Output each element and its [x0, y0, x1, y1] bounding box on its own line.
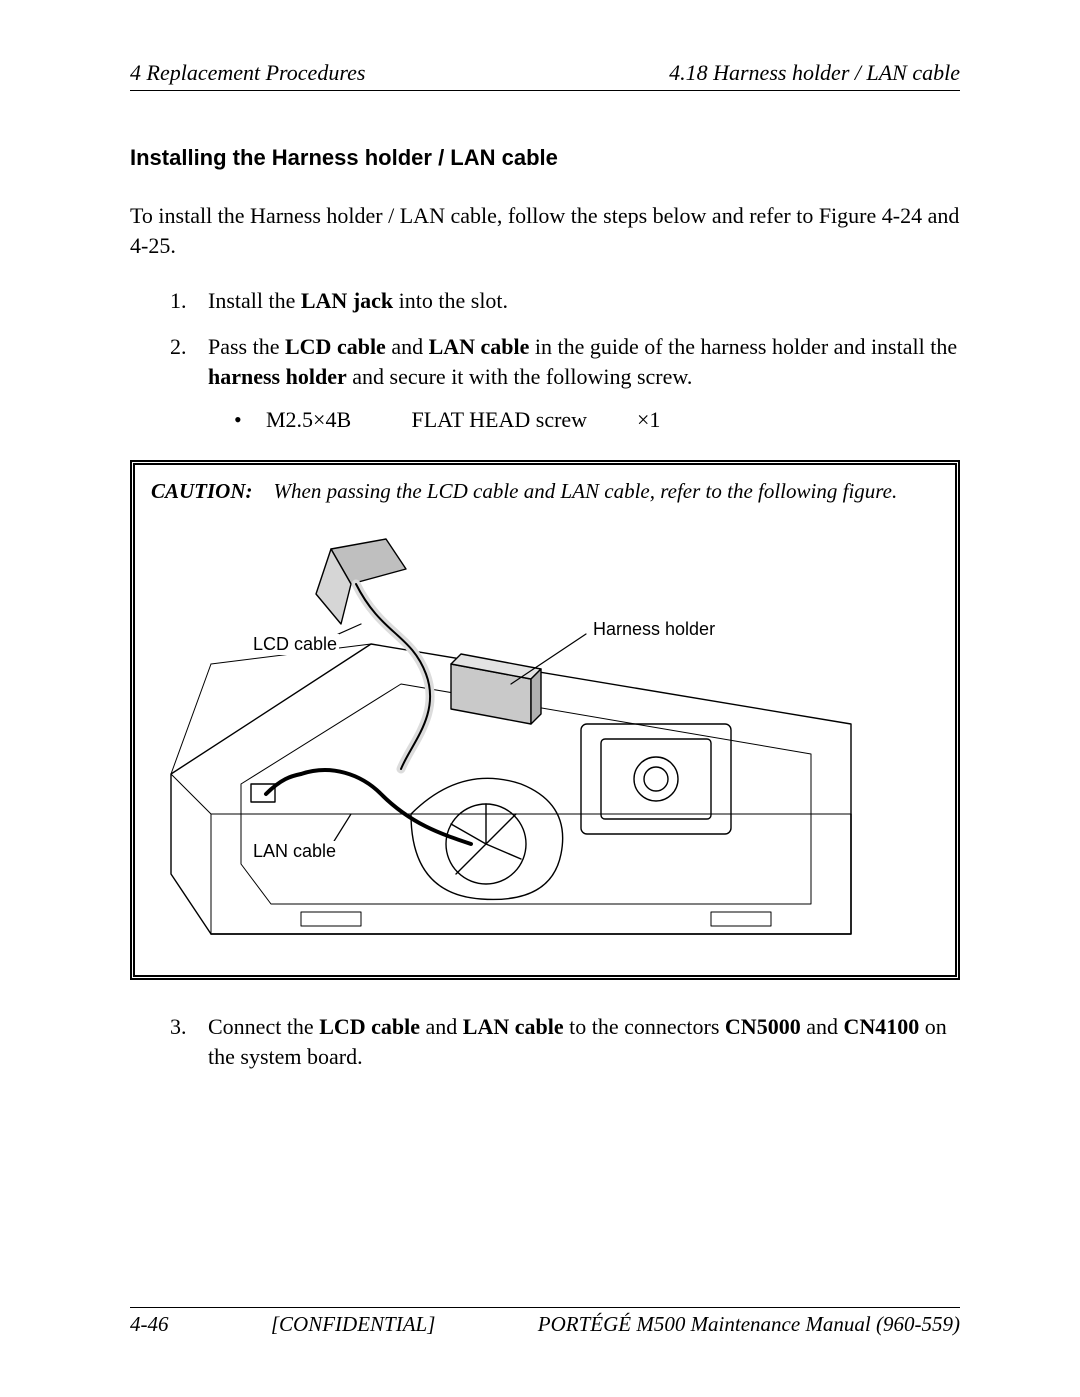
page-header: 4 Replacement Procedures 4.18 Harness ho… — [130, 60, 960, 91]
step-text: Pass the — [208, 334, 285, 359]
step-2: 2. Pass the LCD cable and LAN cable in t… — [152, 332, 960, 436]
header-left: 4 Replacement Procedures — [130, 60, 365, 86]
screw-spec: M2.5×4B — [266, 405, 406, 436]
term-cn4100: CN4100 — [843, 1014, 919, 1039]
screw-list: M2.5×4B FLAT HEAD screw ×1 — [208, 405, 960, 436]
figure-label-lcd-cable: LCD cable — [251, 634, 339, 655]
step-number: 1. — [170, 286, 187, 316]
header-right: 4.18 Harness holder / LAN cable — [669, 60, 960, 86]
step-text: and — [801, 1014, 844, 1039]
term-lcd-cable: LCD cable — [319, 1014, 420, 1039]
term-lan-cable: LAN cable — [463, 1014, 564, 1039]
screw-qty: ×1 — [637, 405, 687, 436]
caution-box: CAUTION: When passing the LCD cable and … — [130, 460, 960, 980]
step-number: 3. — [170, 1012, 187, 1042]
figure-label-lan-cable: LAN cable — [251, 841, 338, 862]
step-1: 1. Install the LAN jack into the slot. — [152, 286, 960, 316]
term-lan-cable: LAN cable — [429, 334, 530, 359]
step-3: 3. Connect the LCD cable and LAN cable t… — [152, 1012, 960, 1071]
caution-text-line: CAUTION: When passing the LCD cable and … — [151, 479, 939, 504]
step-text: into the slot. — [393, 288, 508, 313]
step-text: and secure it with the following screw. — [347, 364, 693, 389]
intro-paragraph: To install the Harness holder / LAN cabl… — [130, 201, 960, 260]
step-number: 2. — [170, 332, 187, 362]
footer-page-number: 4-46 — [130, 1312, 169, 1337]
caution-text: When passing the LCD cable and LAN cable… — [274, 479, 898, 503]
step-text: Connect the — [208, 1014, 319, 1039]
footer-confidential: [CONFIDENTIAL] — [271, 1312, 436, 1337]
page-footer: 4-46 [CONFIDENTIAL] PORTÉGÉ M500 Mainten… — [130, 1307, 960, 1337]
figure-label-harness-holder: Harness holder — [591, 619, 717, 640]
step-text: to the connectors — [564, 1014, 725, 1039]
step-text: Install the — [208, 288, 301, 313]
term-cn5000: CN5000 — [725, 1014, 801, 1039]
caution-label: CAUTION: — [151, 479, 253, 503]
steps-list-continued: 3. Connect the LCD cable and LAN cable t… — [130, 1012, 960, 1071]
term-lan-jack: LAN jack — [301, 288, 393, 313]
screw-item: M2.5×4B FLAT HEAD screw ×1 — [230, 405, 960, 436]
steps-list: 1. Install the LAN jack into the slot. 2… — [130, 286, 960, 436]
footer-manual-title: PORTÉGÉ M500 Maintenance Manual (960-559… — [538, 1312, 960, 1337]
term-lcd-cable: LCD cable — [285, 334, 386, 359]
figure: LCD cable Harness holder LAN cable — [151, 514, 939, 964]
term-harness-holder: harness holder — [208, 364, 347, 389]
step-text: and — [420, 1014, 463, 1039]
page: 4 Replacement Procedures 4.18 Harness ho… — [0, 0, 1080, 1397]
step-text: in the guide of the harness holder and i… — [529, 334, 957, 359]
step-text: and — [386, 334, 429, 359]
screw-type: FLAT HEAD screw — [412, 405, 632, 436]
diagram-illustration — [151, 514, 871, 964]
section-title: Installing the Harness holder / LAN cabl… — [130, 145, 960, 171]
